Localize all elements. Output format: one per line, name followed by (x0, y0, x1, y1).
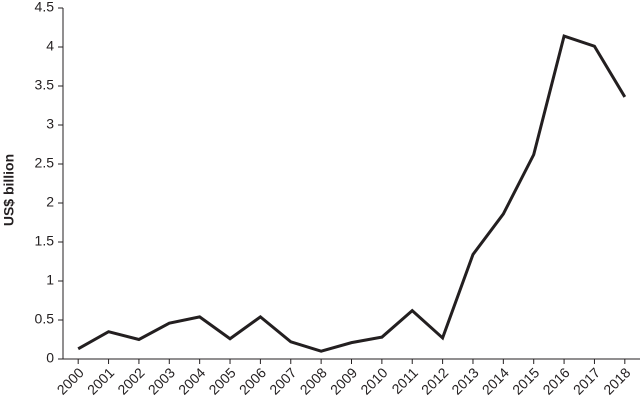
x-tick-label: 2012 (418, 364, 451, 397)
y-tick-label: 4.5 (35, 0, 55, 15)
x-tick-label: 2005 (205, 364, 238, 397)
y-tick-label: 3.5 (35, 77, 55, 93)
x-tick-label: 2002 (114, 364, 147, 397)
x-tick-label: 2006 (236, 364, 269, 397)
x-tick-label: 2014 (479, 364, 512, 397)
y-tick-label: 4 (46, 38, 54, 54)
y-tick-label: 3 (46, 116, 54, 132)
y-tick-label: 2.5 (35, 155, 55, 171)
x-tick-label: 2009 (327, 364, 360, 397)
y-tick-label: 1.5 (35, 233, 55, 249)
x-tick-label: 2013 (448, 364, 481, 397)
y-tick-label: 2 (46, 194, 54, 210)
data-line (77, 34, 627, 353)
x-tick-label: 2010 (357, 364, 390, 397)
x-tick-label: 2007 (266, 364, 299, 397)
x-tick-label: 2004 (175, 364, 208, 397)
x-tick-label: 2015 (509, 364, 542, 397)
x-tick-label: 2016 (539, 364, 572, 397)
x-tick-label: 2001 (84, 364, 117, 397)
y-tick-label: 0 (46, 350, 54, 366)
y-tick-label: 0.5 (35, 311, 55, 327)
x-tick-label: 2018 (600, 364, 633, 397)
x-tick-label: 2011 (388, 364, 421, 397)
x-tick-label: 2003 (145, 364, 178, 397)
x-tick-label: 2000 (54, 364, 87, 397)
y-tick-label: 1 (46, 272, 54, 288)
y-axis-label: US$ billion (1, 154, 17, 226)
x-tick-label: 2008 (297, 364, 330, 397)
x-tick-label: 2017 (570, 364, 603, 397)
